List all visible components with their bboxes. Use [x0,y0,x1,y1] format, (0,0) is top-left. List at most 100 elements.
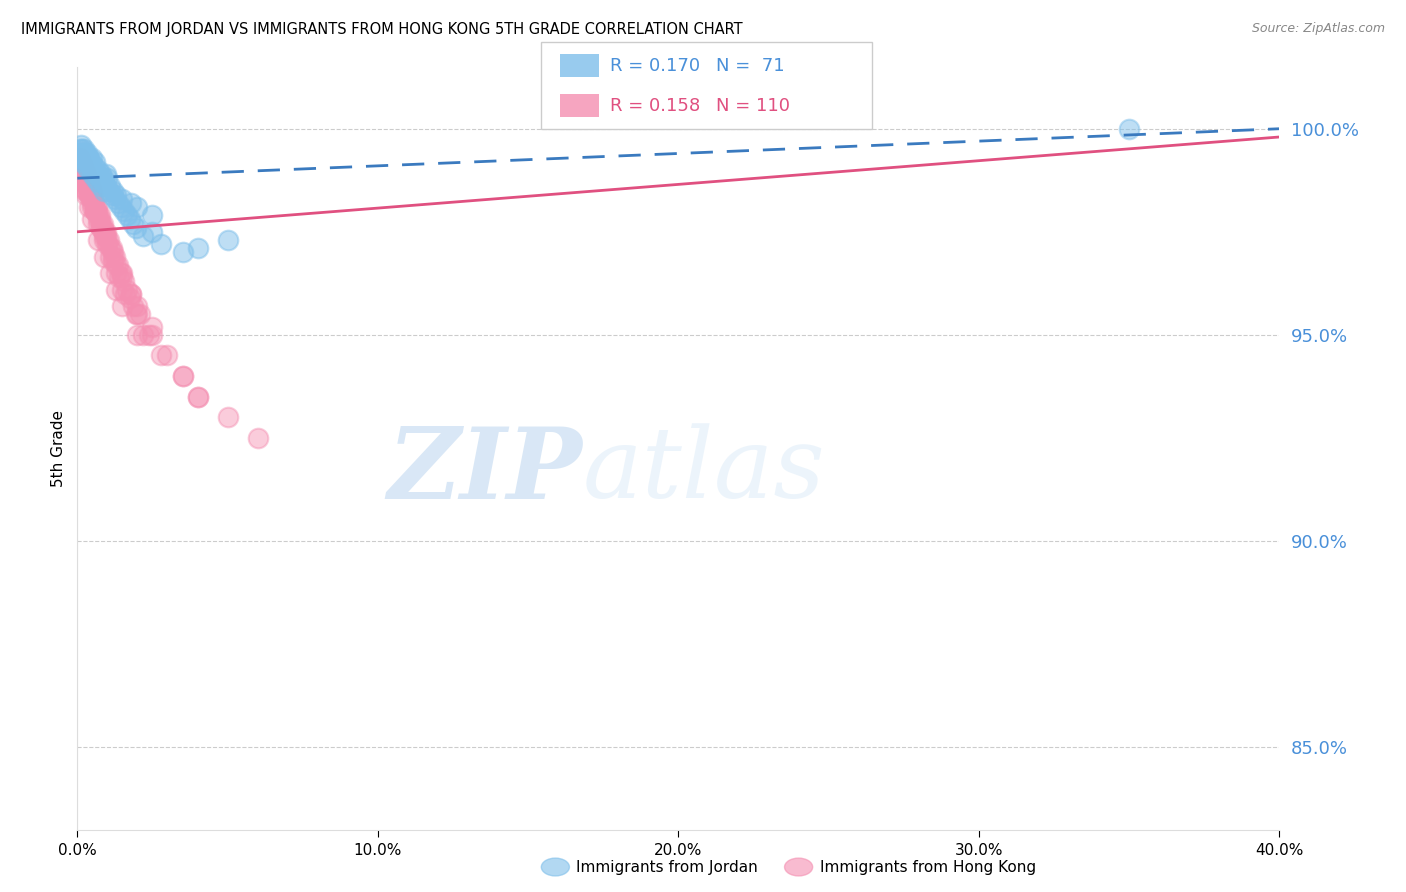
Point [79,200,101,214]
Point [69,151,91,165]
Point [83,159,105,173]
Point [111,270,134,285]
Point [108,270,131,285]
Point [105,283,128,297]
Point [82,167,104,181]
Point [73,151,96,165]
Point [70,138,93,153]
Point [67,154,90,169]
Point [70,146,93,161]
Point [80,151,103,165]
Text: N =  71: N = 71 [716,56,785,75]
Point [73,163,96,178]
Text: R = 0.158: R = 0.158 [610,96,700,115]
Point [103,245,125,260]
Point [87,175,110,189]
Point [101,187,124,202]
Point [69,159,91,173]
Point [86,200,108,214]
Point [75,184,97,198]
Point [93,184,115,198]
Point [111,192,134,206]
Text: IMMIGRANTS FROM JORDAN VS IMMIGRANTS FROM HONG KONG 5TH GRADE CORRELATION CHART: IMMIGRANTS FROM JORDAN VS IMMIGRANTS FRO… [21,22,742,37]
Point [186,241,209,255]
Point [90,220,112,235]
Point [127,200,149,214]
Point [90,217,112,231]
Point [87,233,110,247]
Point [217,233,239,247]
Point [86,167,108,181]
Point [138,327,160,342]
Point [115,208,138,222]
Point [120,286,142,301]
Point [94,228,117,243]
Point [96,171,118,186]
Point [150,237,173,252]
Point [91,217,114,231]
Point [93,175,115,189]
Point [127,327,149,342]
Point [83,196,105,211]
Point [80,159,103,173]
Point [125,307,148,321]
Point [103,253,125,268]
Point [75,151,97,165]
Point [76,175,98,189]
Text: atlas: atlas [582,424,825,519]
Text: Immigrants from Jordan: Immigrants from Jordan [576,860,758,874]
Point [172,369,194,384]
Point [110,266,132,280]
Point [97,184,120,198]
Point [172,245,194,260]
Point [72,154,94,169]
Point [84,204,107,219]
Point [89,171,111,186]
Point [120,286,142,301]
Point [132,327,155,342]
Point [1118,121,1140,136]
Point [73,146,96,161]
Point [84,200,107,214]
Point [89,212,111,227]
Point [76,154,98,169]
Point [87,212,110,227]
Point [111,283,134,297]
Point [91,175,114,189]
Point [75,175,97,189]
Text: ZIP: ZIP [387,423,582,519]
Point [101,241,124,255]
Point [100,241,122,255]
Point [217,410,239,425]
Point [104,192,127,206]
Point [125,220,148,235]
Point [103,184,125,198]
Point [141,319,163,334]
Point [114,286,136,301]
Point [75,159,97,173]
Point [94,225,117,239]
Point [84,171,107,186]
Point [72,146,94,161]
Point [150,349,173,363]
Point [80,154,103,169]
Point [84,204,107,219]
Point [77,154,100,169]
Point [107,258,129,272]
Point [73,142,96,156]
Point [90,220,112,235]
Point [75,167,97,181]
Point [69,151,91,165]
Point [79,187,101,202]
Point [118,291,141,305]
Point [120,196,142,211]
Point [76,146,98,161]
Point [112,274,135,288]
Point [67,146,90,161]
Point [70,154,93,169]
Point [72,171,94,186]
Point [69,142,91,156]
Point [83,192,105,206]
Point [73,167,96,181]
Point [97,233,120,247]
